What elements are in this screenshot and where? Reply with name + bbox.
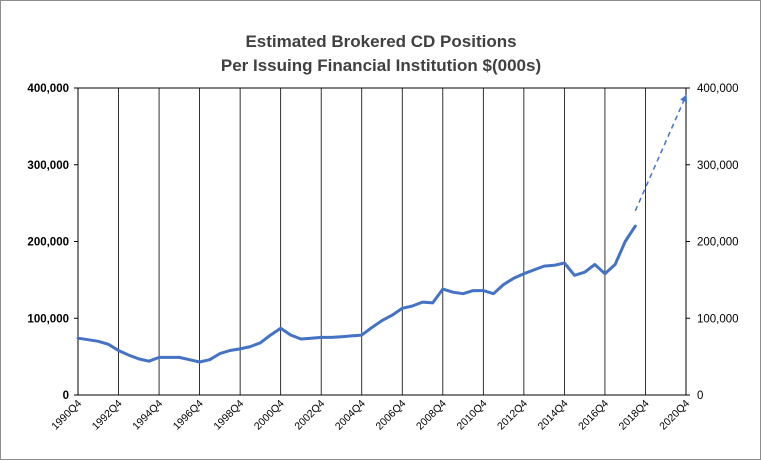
x-tick-label: 1996Q4 [171, 398, 206, 433]
x-tick-label: 2000Q4 [252, 398, 287, 433]
data-point [330, 336, 333, 339]
data-point [178, 356, 181, 359]
data-point [573, 274, 576, 277]
data-point [614, 263, 616, 266]
y-tick-label: 0 [63, 390, 69, 402]
series-line [76, 224, 637, 364]
data-point [391, 314, 393, 316]
x-tick-label: 2012Q4 [495, 398, 530, 433]
data-point [229, 349, 231, 352]
data-point [239, 348, 241, 350]
y-axis-left: 0 100,000 200,000 300,000 400,000 [27, 83, 78, 402]
chart-title: Estimated Brokered CD Positions [245, 32, 516, 51]
data-point [350, 335, 353, 337]
data-point [259, 342, 262, 344]
data-point [411, 305, 414, 307]
data-point [107, 343, 110, 346]
y2-tick-label: 300,000 [697, 160, 739, 172]
y-tick-label: 300,000 [27, 160, 69, 172]
data-point [401, 307, 404, 310]
y-tick-label: 200,000 [27, 237, 69, 249]
x-tick-label: 2004Q4 [333, 398, 368, 433]
data-point [492, 292, 495, 295]
data-point [249, 345, 252, 348]
projection-line [634, 94, 688, 212]
x-tick-label: 2016Q4 [576, 398, 611, 433]
x-tick-label: 2020Q4 [657, 398, 692, 433]
data-point [290, 334, 292, 336]
data-point [381, 319, 383, 322]
data-point [482, 289, 485, 292]
data-point [462, 292, 464, 295]
data-point [269, 334, 272, 336]
data-point [300, 338, 302, 340]
x-tick-label: 2010Q4 [455, 398, 490, 433]
data-point [594, 263, 596, 266]
data-point [97, 340, 100, 343]
x-tick-label: 2008Q4 [414, 398, 449, 433]
data-point [583, 271, 586, 274]
plot-area [77, 87, 687, 396]
data-point [604, 272, 606, 275]
data-point [87, 338, 89, 341]
data-point [310, 337, 312, 340]
data-point [198, 361, 201, 363]
y-tick-label: 100,000 [27, 313, 69, 325]
series-group [76, 94, 688, 364]
data-point [371, 326, 373, 329]
data-point [360, 334, 363, 336]
y2-tick-label: 400,000 [697, 83, 739, 95]
data-point [502, 283, 505, 286]
data-point [543, 265, 545, 267]
data-point [442, 288, 444, 290]
data-point [452, 291, 454, 293]
y2-tick-label: 200,000 [697, 237, 739, 249]
data-point [127, 354, 130, 356]
x-tick-label: 2006Q4 [373, 398, 408, 433]
x-tick-label: 2018Q4 [617, 398, 652, 433]
data-point [219, 352, 221, 355]
data-point [168, 356, 170, 359]
x-tick-label: 2014Q4 [536, 398, 571, 433]
x-tick-label: 1998Q4 [211, 398, 246, 433]
data-point [512, 277, 515, 280]
data-point [138, 358, 140, 360]
data-point [320, 336, 323, 339]
data-point [148, 360, 150, 363]
data-point [77, 337, 79, 340]
data-point [472, 289, 475, 292]
data-point [523, 272, 525, 275]
data-point [421, 301, 424, 303]
y-tick-label: 400,000 [27, 83, 69, 95]
data-point [158, 356, 160, 359]
data-point [624, 240, 626, 243]
data-point [279, 327, 282, 330]
y2-tick-label: 0 [697, 390, 703, 402]
x-tick-label: 1994Q4 [130, 398, 165, 433]
y2-tick-label: 100,000 [697, 313, 739, 325]
y-axis-right: 0 100,000 200,000 300,000 400,000 [686, 83, 739, 402]
x-tick-label: 1990Q4 [49, 398, 84, 433]
x-axis: 1990Q4 1992Q4 1994Q4 1996Q4 1998Q4 2000Q4 2002… [49, 398, 692, 433]
data-point [208, 358, 211, 361]
data-point [117, 349, 120, 352]
data-point [340, 335, 343, 338]
data-point [634, 225, 637, 227]
chart-subtitle: Per Issuing Financial Institution $(000s… [221, 56, 541, 75]
data-point [431, 302, 434, 304]
data-point [188, 358, 191, 361]
x-tick-label: 2002Q4 [292, 398, 327, 433]
data-point [553, 264, 556, 267]
gridlines [77, 88, 687, 395]
x-tick-label: 1992Q4 [90, 398, 125, 433]
data-point [533, 269, 535, 271]
data-point [563, 262, 566, 264]
